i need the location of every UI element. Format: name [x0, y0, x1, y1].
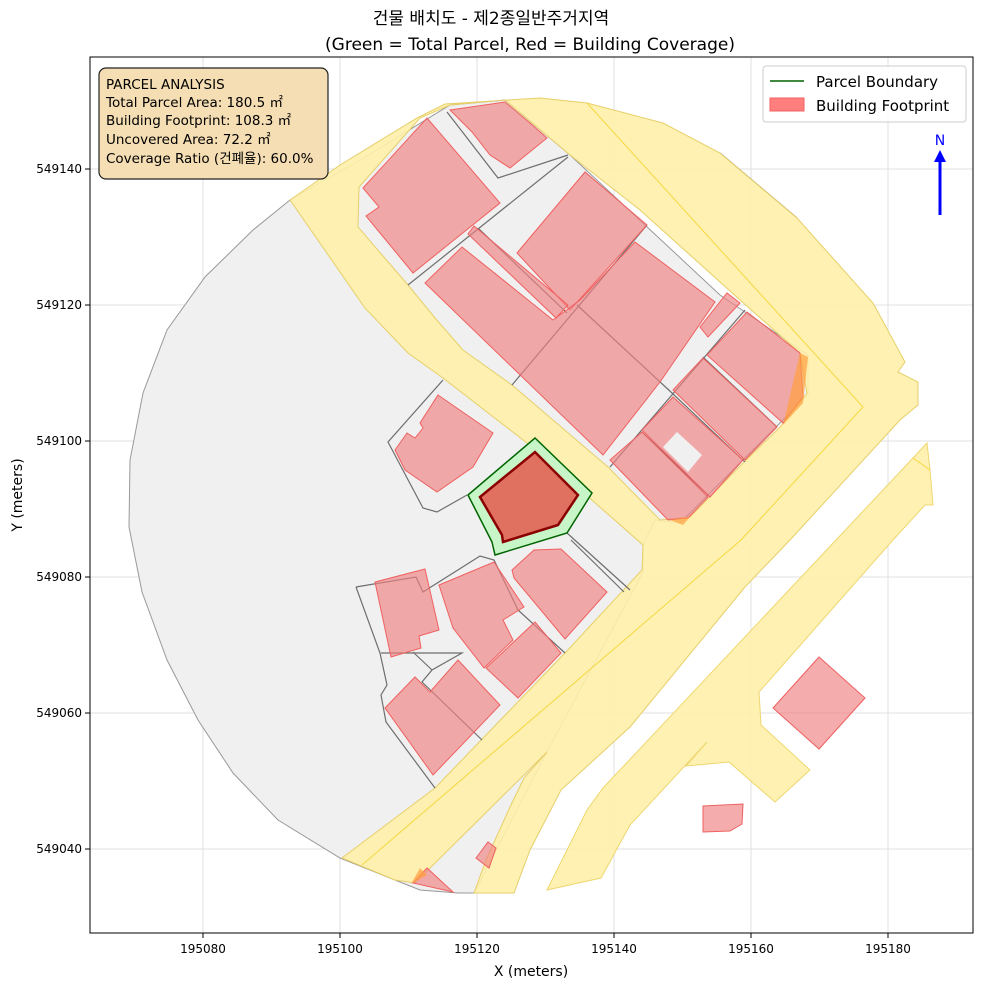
legend: Parcel Boundary Building Footprint [762, 65, 967, 123]
y-tick-label: 549120 [36, 298, 82, 312]
legend-building-footprint-swatch [769, 97, 805, 112]
info-total-parcel-area: Total Parcel Area: 180.5 ㎡ [105, 95, 283, 111]
building-footprint [467, 225, 569, 319]
title-line-1: 건물 배치도 - 제2종일반주거지역 [373, 9, 609, 29]
building-road-overlap [670, 517, 690, 525]
legend-building-footprint-label: Building Footprint [816, 97, 949, 115]
x-axis-label: X (meters) [494, 964, 568, 980]
parcel-boundary-line [446, 111, 569, 179]
title-line-2: (Green = Total Parcel, Red = Building Co… [325, 35, 735, 55]
plot-frame [89, 56, 974, 934]
y-tick-label: 549060 [36, 706, 82, 720]
road-centerline [361, 102, 864, 866]
building-footprint [475, 841, 497, 869]
parcel-boundary-line [412, 651, 433, 671]
parcel-boundary-line [566, 532, 631, 591]
road-centerline [912, 457, 931, 471]
parcel-boundary-line [355, 586, 436, 789]
parcel-boundary-line [407, 156, 569, 286]
info-building-footprint: Building Footprint: 108.3 ㎡ [106, 113, 292, 129]
x-tick-label: 195080 [180, 942, 226, 956]
info-coverage-ratio: Coverage Ratio (건폐율): 60.0% [106, 151, 314, 167]
y-tick-label: 549040 [36, 842, 82, 856]
y-axis-label: Y (meters) [10, 458, 26, 532]
building-footprint [772, 656, 866, 750]
building-road-overlap [411, 868, 427, 884]
parcel-boundary-line [570, 539, 625, 593]
x-tick-label: 195140 [591, 942, 637, 956]
legend-parcel-boundary-label: Parcel Boundary [816, 73, 938, 91]
courtyard [663, 432, 702, 472]
y-tick-label: 549080 [36, 570, 82, 584]
x-axis-ticks: 195080 195100 195120 195140 195160 195180 [180, 933, 911, 956]
north-label: N [935, 133, 945, 149]
building-footprint [438, 561, 525, 669]
x-tick-label: 195160 [728, 942, 774, 956]
building-footprint [511, 548, 608, 640]
building-road-overlap [783, 353, 808, 425]
building-footprint [699, 292, 741, 338]
x-tick-label: 195180 [865, 942, 911, 956]
y-tick-label: 549140 [36, 162, 82, 176]
building-footprint [448, 101, 548, 169]
building-footprint [374, 568, 440, 658]
north-arrow-head-icon [934, 150, 946, 162]
target-building-footprint [478, 450, 580, 544]
y-axis-ticks: 549140 549120 549100 549080 549060 549040 [36, 162, 90, 856]
info-heading: PARCEL ANALYSIS [106, 77, 225, 93]
info-uncovered-area: Uncovered Area: 72.2 ㎡ [106, 132, 271, 148]
parcel-boundary-line [387, 379, 468, 513]
building-footprint [609, 431, 709, 521]
building-footprint [516, 171, 648, 311]
building-footprint [362, 117, 501, 274]
building-footprint [424, 241, 716, 456]
map-layers [128, 97, 934, 894]
road-main [289, 97, 919, 894]
road-branch [546, 441, 934, 891]
north-arrow: N [934, 133, 946, 215]
building-footprint [702, 803, 744, 833]
parcel-analysis-box: PARCEL ANALYSIS Total Parcel Area: 180.5… [98, 67, 329, 180]
x-tick-label: 195100 [317, 942, 363, 956]
building-footprint [672, 357, 778, 461]
x-tick-label: 195120 [454, 942, 500, 956]
building-footprint [485, 621, 562, 699]
y-tick-label: 549100 [36, 434, 82, 448]
plot-area [90, 57, 973, 933]
building-footprint [394, 394, 494, 493]
building-footprint [384, 659, 501, 776]
